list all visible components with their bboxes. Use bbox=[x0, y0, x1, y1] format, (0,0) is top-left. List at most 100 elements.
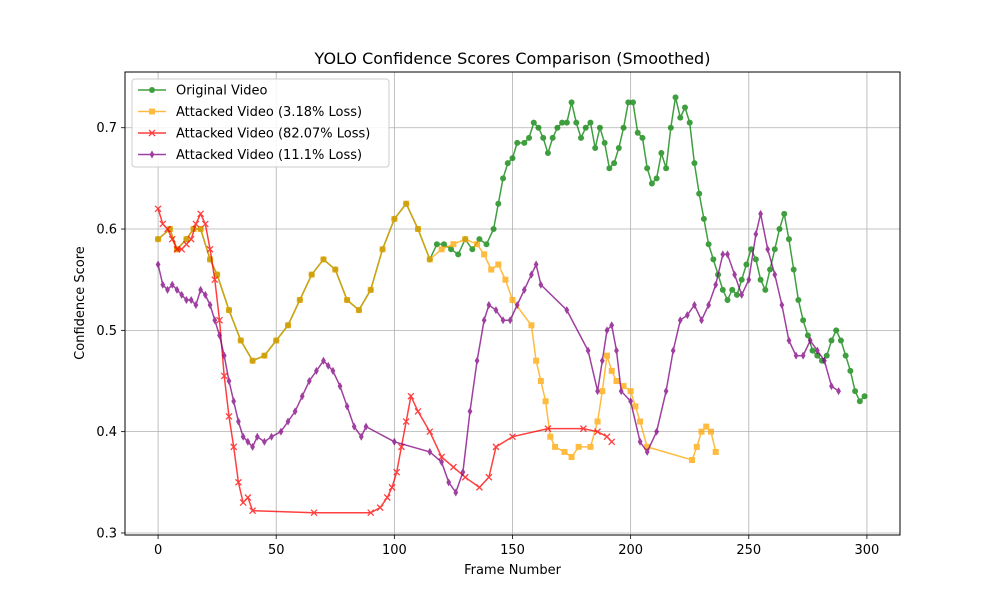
data-point bbox=[217, 331, 222, 340]
data-point bbox=[221, 351, 227, 360]
data-point bbox=[547, 433, 554, 440]
data-point bbox=[800, 317, 807, 324]
data-point bbox=[502, 276, 509, 283]
data-point bbox=[230, 443, 238, 451]
data-point bbox=[599, 356, 605, 365]
data-point bbox=[193, 301, 199, 310]
data-point bbox=[628, 397, 634, 406]
data-point bbox=[206, 245, 214, 253]
data-point bbox=[244, 494, 252, 501]
data-point bbox=[608, 367, 615, 374]
data-point bbox=[604, 326, 610, 335]
data-point bbox=[292, 407, 298, 416]
data-point bbox=[296, 296, 303, 303]
data-point bbox=[355, 307, 362, 314]
data-point bbox=[169, 280, 175, 289]
data-point bbox=[563, 119, 570, 126]
data-point bbox=[772, 270, 778, 279]
data-point bbox=[781, 210, 788, 217]
data-point bbox=[485, 473, 493, 481]
data-point bbox=[606, 165, 613, 172]
data-point bbox=[427, 447, 433, 456]
data-point bbox=[521, 139, 528, 146]
data-point bbox=[667, 124, 674, 131]
data-point bbox=[653, 175, 660, 182]
data-point bbox=[492, 443, 500, 451]
data-point bbox=[207, 256, 214, 263]
x-axis-label: Frame Number bbox=[464, 563, 562, 578]
legend-item: Attacked Video (3.18% Loss) bbox=[138, 105, 362, 120]
data-point bbox=[776, 226, 783, 233]
data-point bbox=[542, 398, 549, 405]
data-point bbox=[599, 388, 606, 395]
data-point bbox=[211, 276, 219, 284]
legend-swatch bbox=[138, 108, 166, 115]
data-point bbox=[833, 327, 840, 334]
data-point bbox=[448, 246, 455, 253]
data-point bbox=[391, 215, 398, 222]
data-point bbox=[706, 301, 712, 310]
legend-swatch bbox=[138, 87, 166, 93]
data-point bbox=[753, 230, 759, 239]
data-point bbox=[344, 296, 351, 303]
data-point bbox=[166, 226, 173, 233]
data-point bbox=[809, 347, 816, 354]
data-point bbox=[530, 119, 537, 126]
data-point bbox=[403, 200, 410, 207]
data-point bbox=[440, 241, 447, 248]
data-point bbox=[757, 276, 764, 283]
legend-label: Attacked Video (82.07% Loss) bbox=[176, 127, 370, 142]
data-point bbox=[724, 296, 731, 303]
y-tick-label: 0.3 bbox=[96, 526, 117, 541]
data-point bbox=[732, 270, 738, 279]
series-3 bbox=[154, 205, 616, 517]
data-point bbox=[644, 443, 651, 450]
data-point bbox=[220, 372, 228, 380]
data-point bbox=[861, 393, 868, 400]
legend-swatch bbox=[138, 150, 166, 159]
data-point bbox=[310, 509, 318, 517]
data-point bbox=[533, 357, 540, 364]
data-point bbox=[538, 280, 544, 289]
data-point bbox=[234, 478, 242, 486]
data-point bbox=[786, 336, 792, 345]
data-point bbox=[795, 296, 802, 303]
data-point bbox=[393, 468, 401, 476]
data-point bbox=[184, 295, 189, 304]
data-point bbox=[634, 129, 641, 136]
data-point bbox=[620, 383, 627, 390]
data-point bbox=[814, 352, 821, 359]
data-point bbox=[481, 251, 488, 258]
legend-box bbox=[131, 78, 390, 168]
x-tick-label: 300 bbox=[855, 543, 880, 558]
data-point bbox=[814, 346, 820, 355]
data-point bbox=[705, 241, 712, 248]
data-point bbox=[188, 295, 194, 304]
data-point bbox=[391, 437, 397, 446]
data-point bbox=[725, 250, 730, 259]
data-point bbox=[601, 139, 608, 146]
data-point bbox=[174, 285, 180, 294]
data-point bbox=[578, 134, 585, 141]
data-point bbox=[575, 443, 582, 450]
data-point bbox=[625, 99, 632, 106]
data-point bbox=[637, 437, 643, 446]
data-point bbox=[733, 291, 740, 298]
data-point bbox=[493, 306, 499, 315]
data-point bbox=[278, 427, 284, 436]
data-point bbox=[729, 286, 736, 293]
data-point bbox=[168, 235, 176, 243]
data-point bbox=[474, 356, 480, 365]
data-point bbox=[677, 114, 684, 121]
data-point bbox=[856, 398, 863, 405]
data-point bbox=[439, 458, 445, 467]
data-point bbox=[216, 316, 223, 324]
data-point bbox=[615, 144, 622, 151]
data-point bbox=[804, 332, 811, 339]
legend-item: Attacked Video (11.1% Loss) bbox=[138, 148, 362, 163]
data-point bbox=[165, 285, 170, 294]
data-point bbox=[306, 377, 312, 386]
data-point bbox=[672, 94, 679, 101]
data-point bbox=[613, 378, 620, 385]
data-point bbox=[559, 119, 566, 126]
